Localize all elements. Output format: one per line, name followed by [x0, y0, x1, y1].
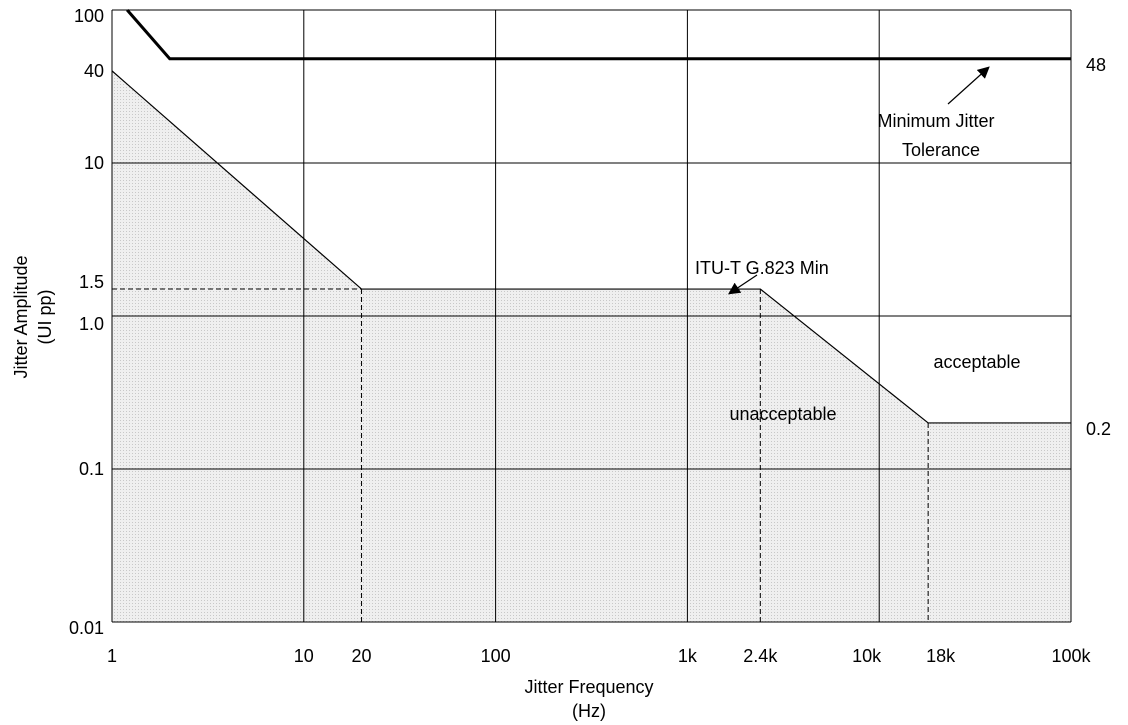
- right-label-48: 48: [1086, 55, 1106, 75]
- y-tick-label-1.5: 1.5: [79, 272, 104, 292]
- dashed-guides: [112, 288, 929, 622]
- y-tick-label-1.0: 1.0: [79, 314, 104, 334]
- tick-labels: 1 10 100 1k 10k 100k 20 2.4k 18k 0.01 0.1 1.0 10 100 1…: [69, 6, 1111, 666]
- x-tick-label-20: 20: [352, 646, 372, 666]
- y-tick-label-10: 10: [84, 153, 104, 173]
- series-itu-g823-min: [111, 70, 1071, 424]
- itu-g823-label: ITU-T G.823 Min: [695, 258, 829, 278]
- min-jitter-tolerance-label-2: Tolerance: [902, 140, 980, 160]
- acceptable-region-label: acceptable: [933, 352, 1020, 372]
- y-tick-label-40: 40: [84, 61, 104, 81]
- y-tick-label-0.1: 0.1: [79, 459, 104, 479]
- y-axis-title-unit: (UI pp): [35, 289, 55, 344]
- y-tick-label-0.01: 0.01: [69, 618, 104, 638]
- min-jitter-tolerance-arrow: [947, 66, 990, 105]
- unacceptable-region-label: unacceptable: [729, 404, 836, 424]
- x-tick-label-100: 100: [481, 646, 511, 666]
- series-minimum-jitter-tolerance: [126, 9, 1071, 61]
- series-lines: [111, 9, 1071, 424]
- unacceptable-region-shade: [112, 70, 1071, 622]
- x-axis-title-unit: (Hz): [572, 701, 606, 721]
- x-tick-label-18k: 18k: [926, 646, 956, 666]
- x-tick-label-100k: 100k: [1051, 646, 1091, 666]
- x-tick-label-1k: 1k: [678, 646, 698, 666]
- x-tick-label-2.4k: 2.4k: [743, 646, 778, 666]
- min-jitter-tolerance-label-1: Minimum Jitter: [877, 111, 994, 131]
- y-axis-title: Jitter Amplitude: [11, 255, 31, 378]
- x-axis-title: Jitter Frequency: [524, 677, 653, 697]
- right-label-0.2: 0.2: [1086, 419, 1111, 439]
- plot-grid: [111, 9, 1072, 623]
- x-tick-label-10: 10: [294, 646, 314, 666]
- x-tick-label-10k: 10k: [852, 646, 882, 666]
- itu-g823-arrow: [728, 274, 758, 295]
- x-tick-label-1: 1: [107, 646, 117, 666]
- y-tick-label-100: 100: [74, 6, 104, 26]
